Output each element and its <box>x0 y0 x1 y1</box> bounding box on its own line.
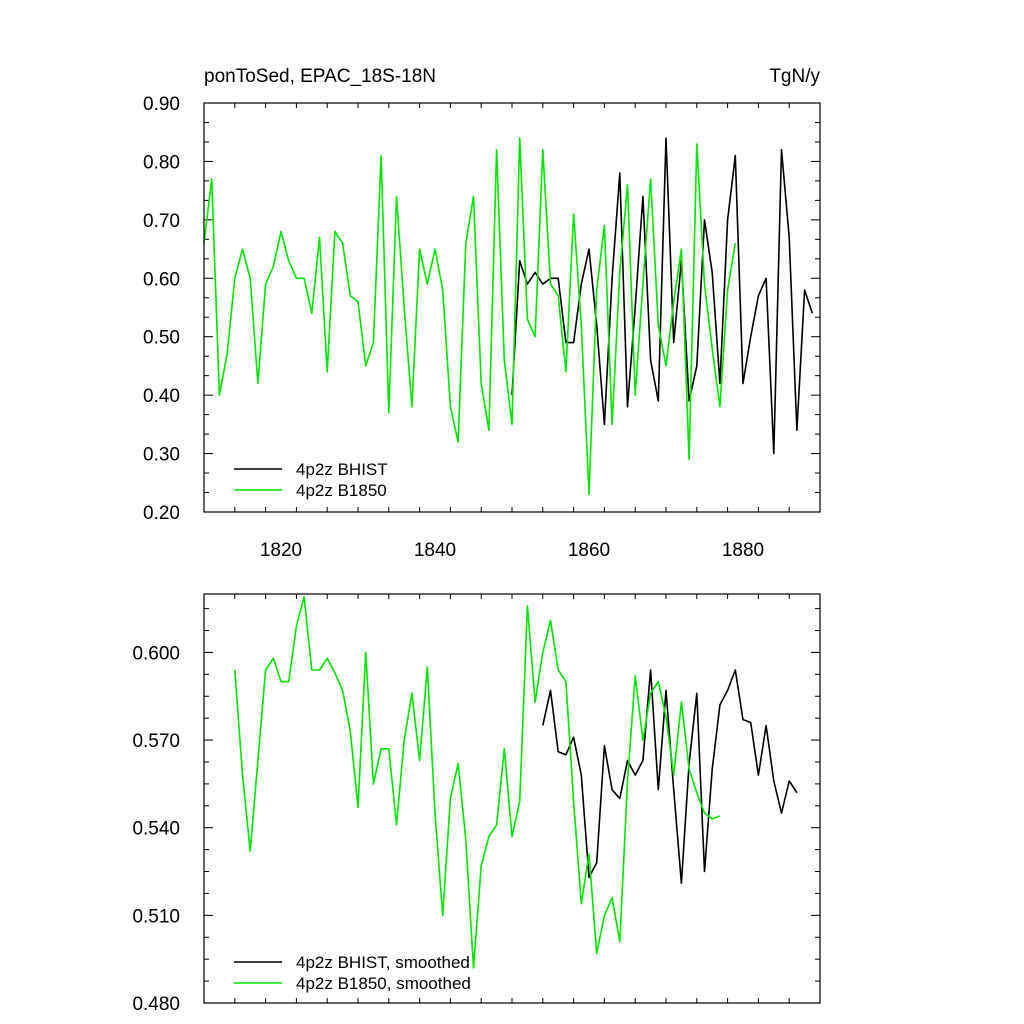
legend-label-bhist-smoothed: 4p2z BHIST, smoothed <box>296 953 470 972</box>
top-title-right: TgN/y <box>769 66 820 87</box>
bottom-ticks: 0.480 0.510 0.540 0.570 0.600 <box>132 594 821 1015</box>
legend-label-b1850-smoothed: 4p2z B1850, smoothed <box>296 974 471 993</box>
top-y-tick-label: 0.20 <box>143 503 180 524</box>
top-plot-frame <box>203 102 821 513</box>
top-ticks: 1820 1840 1860 1880 0.20 0.30 0.40 0.50 0.60 0.70… <box>143 94 821 561</box>
bottom-series-line-0 <box>542 669 798 885</box>
top-panel: ponToSed, EPAC_18S-18N TgN/y 1820 1840 186… <box>143 66 821 561</box>
top-x-tick-label: 1880 <box>722 540 764 561</box>
top-y-tick-label: 0.30 <box>143 445 180 466</box>
bottom-y-tick-label: 0.570 <box>132 731 180 752</box>
top-y-tick-label: 0.70 <box>143 211 180 232</box>
bottom-panel: 0.480 0.510 0.540 0.570 0.600 4p2z BHIST, sm… <box>132 593 821 1015</box>
bottom-series <box>234 596 798 969</box>
bottom-y-tick-label: 0.600 <box>132 643 180 664</box>
top-x-tick-label: 1820 <box>260 540 302 561</box>
bottom-legend: 4p2z BHIST, smoothed 4p2z B1850, smoothe… <box>234 953 471 993</box>
top-x-tick-label: 1860 <box>568 540 610 561</box>
bottom-plot-frame <box>203 593 821 1004</box>
bottom-y-tick-label: 0.480 <box>132 994 180 1015</box>
top-series <box>203 137 814 496</box>
bottom-series-line-1 <box>234 596 721 969</box>
top-x-tick-label: 1840 <box>414 540 456 561</box>
top-y-tick-label: 0.60 <box>143 269 180 290</box>
legend-label-b1850: 4p2z B1850 <box>296 481 387 500</box>
top-y-tick-label: 0.40 <box>143 386 180 407</box>
top-series-line-1 <box>203 137 737 496</box>
top-legend: 4p2z BHIST 4p2z B1850 <box>234 460 388 500</box>
top-series-line-0 <box>511 137 814 455</box>
bottom-y-tick-label: 0.510 <box>132 906 180 927</box>
top-title-left: ponToSed, EPAC_18S-18N <box>204 66 436 87</box>
top-y-tick-label: 0.50 <box>143 328 180 349</box>
legend-label-bhist: 4p2z BHIST <box>296 460 388 479</box>
top-y-tick-label: 0.90 <box>143 94 180 115</box>
top-y-tick-label: 0.80 <box>143 152 180 173</box>
bottom-y-tick-label: 0.540 <box>132 819 180 840</box>
